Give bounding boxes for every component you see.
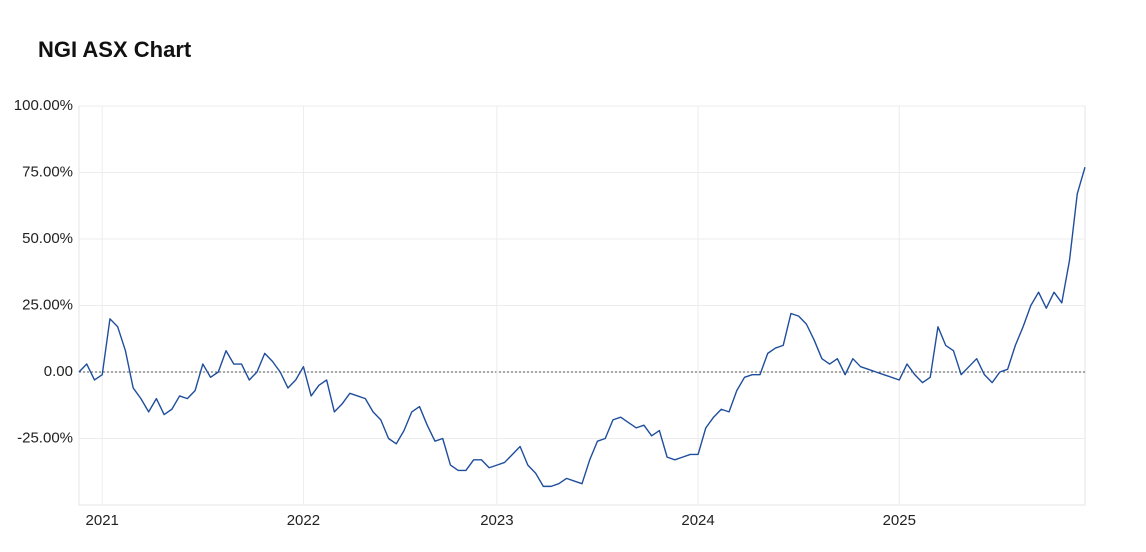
y-tick-label: -25.00% xyxy=(17,429,73,446)
x-tick-label: 2021 xyxy=(86,512,119,529)
y-tick-label: 25.00% xyxy=(22,296,73,313)
y-tick-label: 75.00% xyxy=(22,163,73,180)
x-tick-label: 2022 xyxy=(287,512,320,529)
y-tick-label: 50.00% xyxy=(22,230,73,247)
x-tick-label: 2024 xyxy=(681,512,714,529)
series-line xyxy=(78,166,1086,488)
x-tick-label: 2025 xyxy=(883,512,916,529)
x-tick-label: 2023 xyxy=(480,512,513,529)
y-tick-label: 0.00 xyxy=(44,363,73,380)
y-tick-label: 100.00% xyxy=(14,97,73,114)
chart-title: NGI ASX Chart xyxy=(38,37,192,62)
